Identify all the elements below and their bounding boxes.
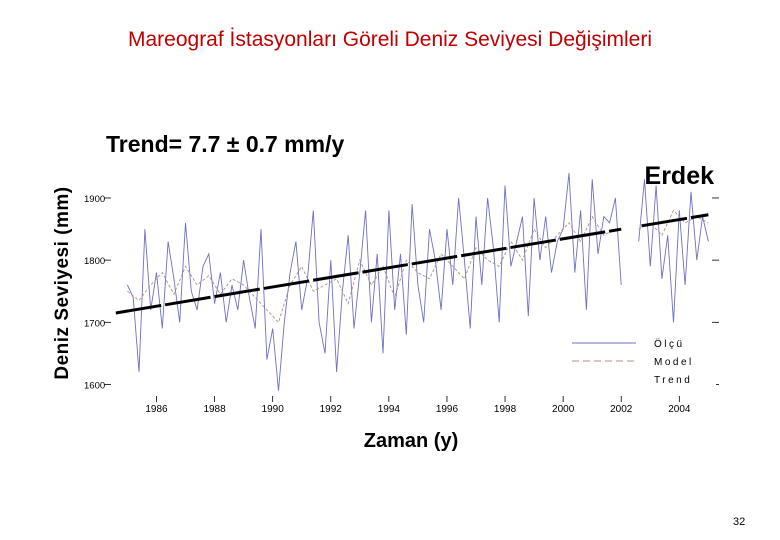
legend-entry-1: Ölçü [654, 338, 685, 350]
y-axis-label: Deniz Seviyesi (mm) [52, 186, 73, 379]
model-series-line [127, 209, 709, 324]
measured-series-line [126, 173, 709, 391]
y-tick-label-1800: 1800 [84, 256, 105, 267]
x-tick-label-2004: 2004 [668, 404, 691, 415]
x-axis-label: Zaman (y) [364, 430, 458, 452]
x-tick-label-1990: 1990 [262, 404, 285, 415]
legend-background [566, 332, 716, 390]
axes: 1986 1988 1990 1992 1994 1996 1998 2000 2002 2004… [84, 194, 719, 415]
legend: Ölçü Model Trend [566, 332, 716, 390]
station-label: Erdek [645, 162, 715, 190]
x-tick-label-1988: 1988 [203, 404, 226, 415]
slide-title: Mareograf İstasyonları Göreli Deniz Sevi… [127, 28, 652, 51]
x-tick-label-1986: 1986 [145, 404, 168, 415]
x-tick-label-1992: 1992 [320, 404, 343, 415]
legend-entry-2: Model [654, 357, 694, 368]
plot-data [115, 173, 709, 391]
trend-line-segment-1 [115, 227, 622, 315]
x-tick-label-1994: 1994 [378, 404, 401, 415]
legend-entry-3: Trend [654, 375, 692, 386]
x-tick-label-1996: 1996 [436, 404, 459, 415]
x-tick-label-2000: 2000 [552, 404, 575, 415]
x-tick-label-2002: 2002 [610, 404, 633, 415]
y-tick-label-1900: 1900 [84, 194, 105, 205]
page-number: 32 [733, 516, 746, 528]
x-tick-label-1998: 1998 [494, 404, 517, 415]
trend-label: Trend= 7.7 ± 0.7 mm/y [106, 131, 344, 157]
y-tick-label-1700: 1700 [84, 318, 105, 329]
y-tick-label-1600: 1600 [84, 380, 105, 391]
trend-line-segment-2 [641, 213, 709, 228]
